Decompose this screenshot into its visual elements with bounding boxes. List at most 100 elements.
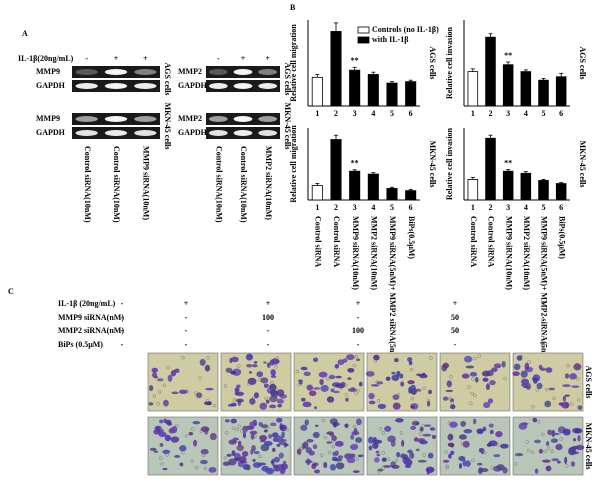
cell bbox=[520, 370, 528, 378]
condition-value: - bbox=[542, 326, 545, 335]
pore bbox=[323, 435, 328, 440]
pore bbox=[160, 462, 164, 466]
pore bbox=[356, 388, 360, 393]
pore bbox=[559, 437, 563, 441]
cell bbox=[524, 362, 530, 371]
cell bbox=[241, 451, 249, 457]
blot-label: MMP2 bbox=[178, 67, 202, 76]
cell bbox=[422, 433, 432, 437]
category-label: BiPs(0.5μM) bbox=[407, 216, 416, 259]
pore bbox=[354, 443, 358, 447]
cell bbox=[276, 417, 283, 423]
cell bbox=[250, 449, 254, 455]
pore bbox=[422, 453, 426, 457]
cell bbox=[477, 462, 483, 466]
cell bbox=[159, 419, 164, 424]
cell bbox=[318, 371, 328, 378]
treatment-label: IL-1β(20ng/mL) bbox=[18, 54, 74, 63]
band bbox=[208, 69, 228, 75]
cell bbox=[442, 396, 449, 401]
panel-label: C bbox=[8, 287, 14, 296]
pore bbox=[181, 450, 185, 455]
cell bbox=[458, 463, 462, 469]
cell bbox=[208, 466, 217, 473]
pore bbox=[203, 466, 208, 471]
cell bbox=[481, 370, 491, 377]
cell bbox=[300, 366, 308, 371]
cell bbox=[171, 426, 178, 434]
pore bbox=[198, 376, 202, 380]
category-label: MMP2 siRNA(10nM) bbox=[522, 216, 531, 290]
cell bbox=[448, 453, 452, 459]
pore bbox=[270, 381, 274, 385]
cell bbox=[387, 435, 396, 443]
pore bbox=[470, 391, 474, 396]
cell bbox=[370, 384, 380, 387]
cell bbox=[230, 418, 238, 424]
cell bbox=[337, 455, 344, 459]
condition-value: - bbox=[267, 340, 270, 349]
pore bbox=[299, 446, 303, 450]
cell bbox=[575, 444, 585, 451]
pore bbox=[331, 439, 335, 443]
cell bbox=[278, 452, 284, 459]
cell bbox=[271, 447, 276, 452]
treatment-sign: - bbox=[217, 54, 220, 63]
cell-label: AGS cells bbox=[428, 46, 437, 79]
x-tick-label: 1 bbox=[315, 109, 319, 118]
cell bbox=[249, 430, 258, 435]
cell bbox=[573, 363, 582, 371]
pore bbox=[240, 429, 244, 433]
bar bbox=[367, 173, 379, 201]
bar bbox=[330, 139, 342, 201]
cell bbox=[551, 432, 560, 436]
cell bbox=[245, 353, 254, 361]
cell bbox=[476, 428, 485, 433]
bar bbox=[502, 170, 514, 201]
condition-value: - bbox=[267, 326, 270, 335]
blot-label: MMP9 bbox=[36, 67, 60, 76]
pore bbox=[471, 377, 475, 381]
pore bbox=[393, 464, 398, 469]
bar bbox=[330, 31, 342, 107]
cell bbox=[499, 443, 509, 449]
cell bbox=[314, 424, 319, 428]
pore bbox=[355, 457, 360, 461]
x-tick-label: 5 bbox=[390, 203, 394, 212]
panel-label: B bbox=[290, 3, 296, 12]
cell bbox=[350, 443, 359, 450]
band bbox=[208, 116, 228, 122]
cell bbox=[270, 369, 276, 377]
condition-value: - bbox=[185, 326, 188, 335]
pore bbox=[394, 458, 399, 463]
pore bbox=[223, 456, 228, 460]
cell bbox=[230, 371, 237, 375]
pore bbox=[471, 458, 475, 463]
cell bbox=[260, 377, 269, 384]
category-label: Control siRNA bbox=[469, 216, 478, 267]
cell bbox=[349, 453, 355, 458]
x-tick-label: 3 bbox=[506, 109, 510, 118]
cell bbox=[265, 399, 270, 404]
bar bbox=[386, 82, 398, 107]
cell bbox=[231, 450, 236, 457]
bar bbox=[386, 188, 398, 201]
pore bbox=[531, 450, 535, 454]
condition-value: - bbox=[121, 326, 124, 335]
cell bbox=[301, 397, 306, 402]
cell bbox=[355, 358, 361, 362]
condition-value: - bbox=[121, 313, 124, 322]
pore bbox=[331, 444, 336, 449]
band bbox=[104, 69, 128, 75]
pore bbox=[445, 465, 449, 470]
cell bbox=[326, 431, 334, 435]
band bbox=[233, 130, 253, 136]
cell bbox=[412, 388, 421, 392]
pore bbox=[569, 402, 574, 406]
pore bbox=[297, 382, 301, 387]
y-axis-label: Relative cell migration bbox=[289, 24, 298, 102]
pore bbox=[157, 390, 162, 394]
pore bbox=[253, 434, 257, 438]
cell bbox=[516, 355, 523, 361]
